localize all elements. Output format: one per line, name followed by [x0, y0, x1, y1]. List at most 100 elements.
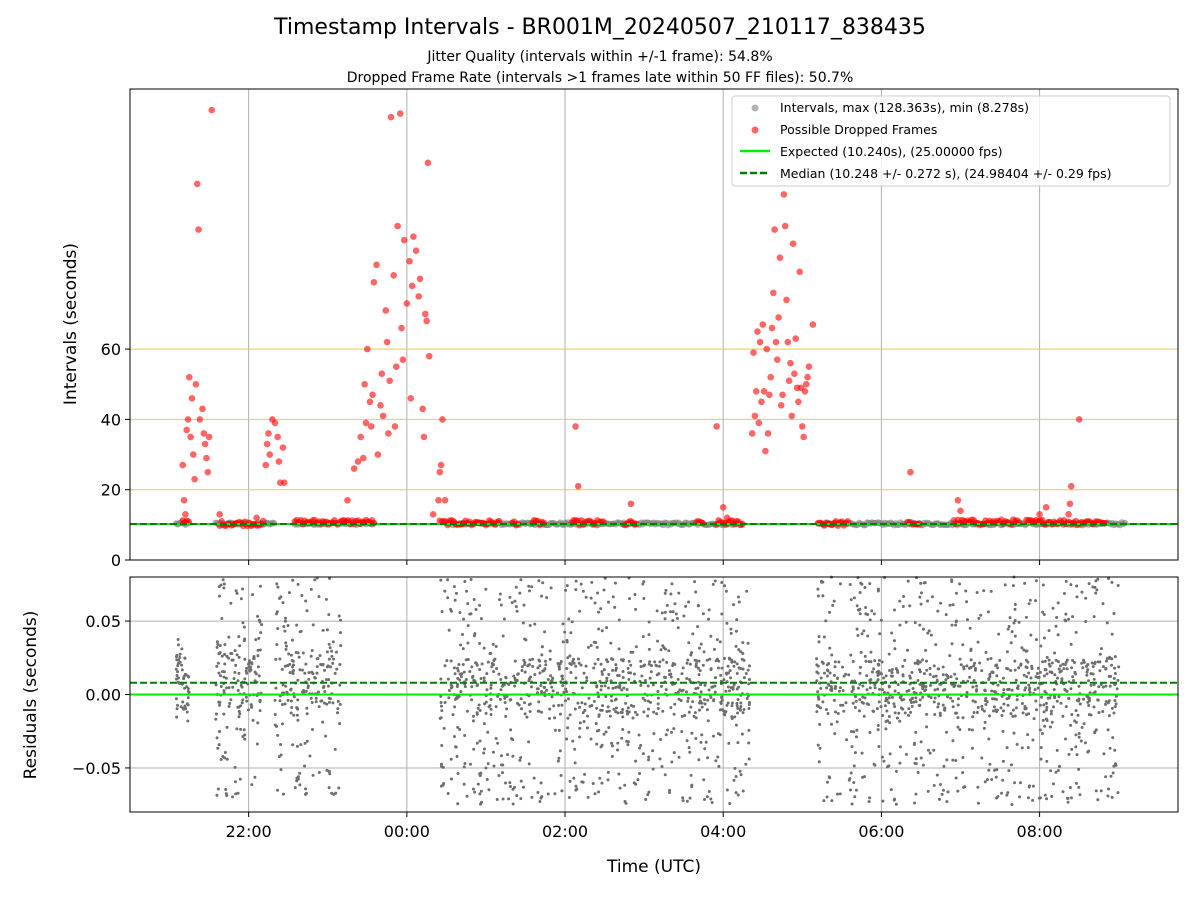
residual-point [561, 684, 565, 688]
residual-point [1093, 731, 1097, 735]
residual-point [540, 594, 544, 598]
residual-point [894, 802, 898, 806]
residual-point [643, 698, 647, 702]
residual-point [530, 685, 534, 689]
residual-point [1028, 690, 1032, 694]
dropped-frame-point [627, 500, 635, 508]
residual-point [1006, 791, 1010, 795]
dropped-frame-point [723, 514, 731, 522]
residual-point [539, 684, 543, 688]
residual-point [256, 721, 260, 725]
top-ytick-label: 20 [101, 481, 121, 500]
residual-point [480, 800, 484, 804]
residual-point [470, 685, 474, 689]
residual-point [284, 647, 288, 651]
residual-point [697, 666, 701, 670]
residual-point [988, 762, 992, 766]
residual-point [698, 695, 702, 699]
residual-point [723, 656, 727, 660]
residual-point [713, 690, 717, 694]
bottom-ytick-label: −0.05 [72, 759, 121, 778]
dropped-frame-point [760, 387, 768, 395]
residual-point [837, 660, 841, 664]
residual-point [635, 713, 639, 717]
residual-point [486, 660, 490, 664]
residual-point [841, 689, 845, 693]
residual-point [1116, 678, 1120, 682]
residual-point [231, 685, 235, 689]
dropped-frame-point [420, 433, 428, 441]
residual-point [1024, 649, 1028, 653]
residual-point [696, 625, 700, 629]
residual-point [681, 799, 685, 803]
residual-point [949, 696, 953, 700]
residual-point [951, 739, 955, 743]
dropped-frame-point [201, 440, 209, 448]
residual-point [849, 771, 853, 775]
residual-point [736, 595, 740, 599]
residual-point [1038, 670, 1042, 674]
residual-point [944, 730, 948, 734]
residual-point [1042, 703, 1046, 707]
residual-point [217, 671, 221, 675]
residual-point [698, 646, 702, 650]
residual-point [858, 612, 862, 616]
residual-point [659, 684, 663, 688]
residual-point [528, 710, 532, 714]
residual-point [280, 722, 284, 726]
residual-point [667, 649, 671, 653]
residual-point [859, 581, 863, 585]
residual-point [614, 697, 618, 701]
residual-point [468, 762, 472, 766]
residual-point [967, 666, 971, 670]
residual-point [954, 623, 958, 627]
residual-point [502, 683, 506, 687]
residual-point [223, 750, 227, 754]
residual-point [215, 640, 219, 644]
residual-point [980, 704, 984, 708]
residual-point [1024, 615, 1028, 619]
residual-point [478, 739, 482, 743]
residual-point [1069, 583, 1073, 587]
residual-point [179, 705, 183, 709]
residual-point [1082, 697, 1086, 701]
residual-point [451, 713, 455, 717]
residual-point [992, 705, 996, 709]
residual-point [941, 673, 945, 677]
residual-point [289, 711, 293, 715]
residual-point [185, 702, 189, 706]
residual-point [283, 702, 287, 706]
residual-point [710, 801, 714, 805]
residual-point [239, 683, 243, 687]
residual-point [601, 704, 605, 708]
residual-point [1013, 607, 1017, 611]
residual-point [564, 687, 568, 691]
residual-point [922, 581, 926, 585]
residual-point [877, 700, 881, 704]
residual-point [656, 689, 660, 693]
residual-point [316, 690, 320, 694]
residual-point [1113, 762, 1117, 766]
residual-point [839, 703, 843, 707]
residual-point [946, 790, 950, 794]
residual-point [454, 745, 458, 749]
residual-point [914, 696, 918, 700]
residual-point [708, 657, 712, 661]
residual-point [1105, 621, 1109, 625]
residual-point [573, 707, 577, 711]
residual-point [663, 591, 667, 595]
residual-point [504, 781, 508, 785]
residual-point [523, 670, 527, 674]
residual-point [274, 686, 278, 690]
residual-point [1080, 590, 1084, 594]
residual-point [655, 712, 659, 716]
residual-point [685, 661, 689, 665]
residual-point [1005, 793, 1009, 797]
residual-point [641, 582, 645, 586]
residual-point [530, 585, 534, 589]
residual-point [734, 644, 738, 648]
residual-point [242, 625, 246, 629]
residual-point [296, 698, 300, 702]
residual-point [290, 638, 294, 642]
residual-point [607, 709, 611, 713]
